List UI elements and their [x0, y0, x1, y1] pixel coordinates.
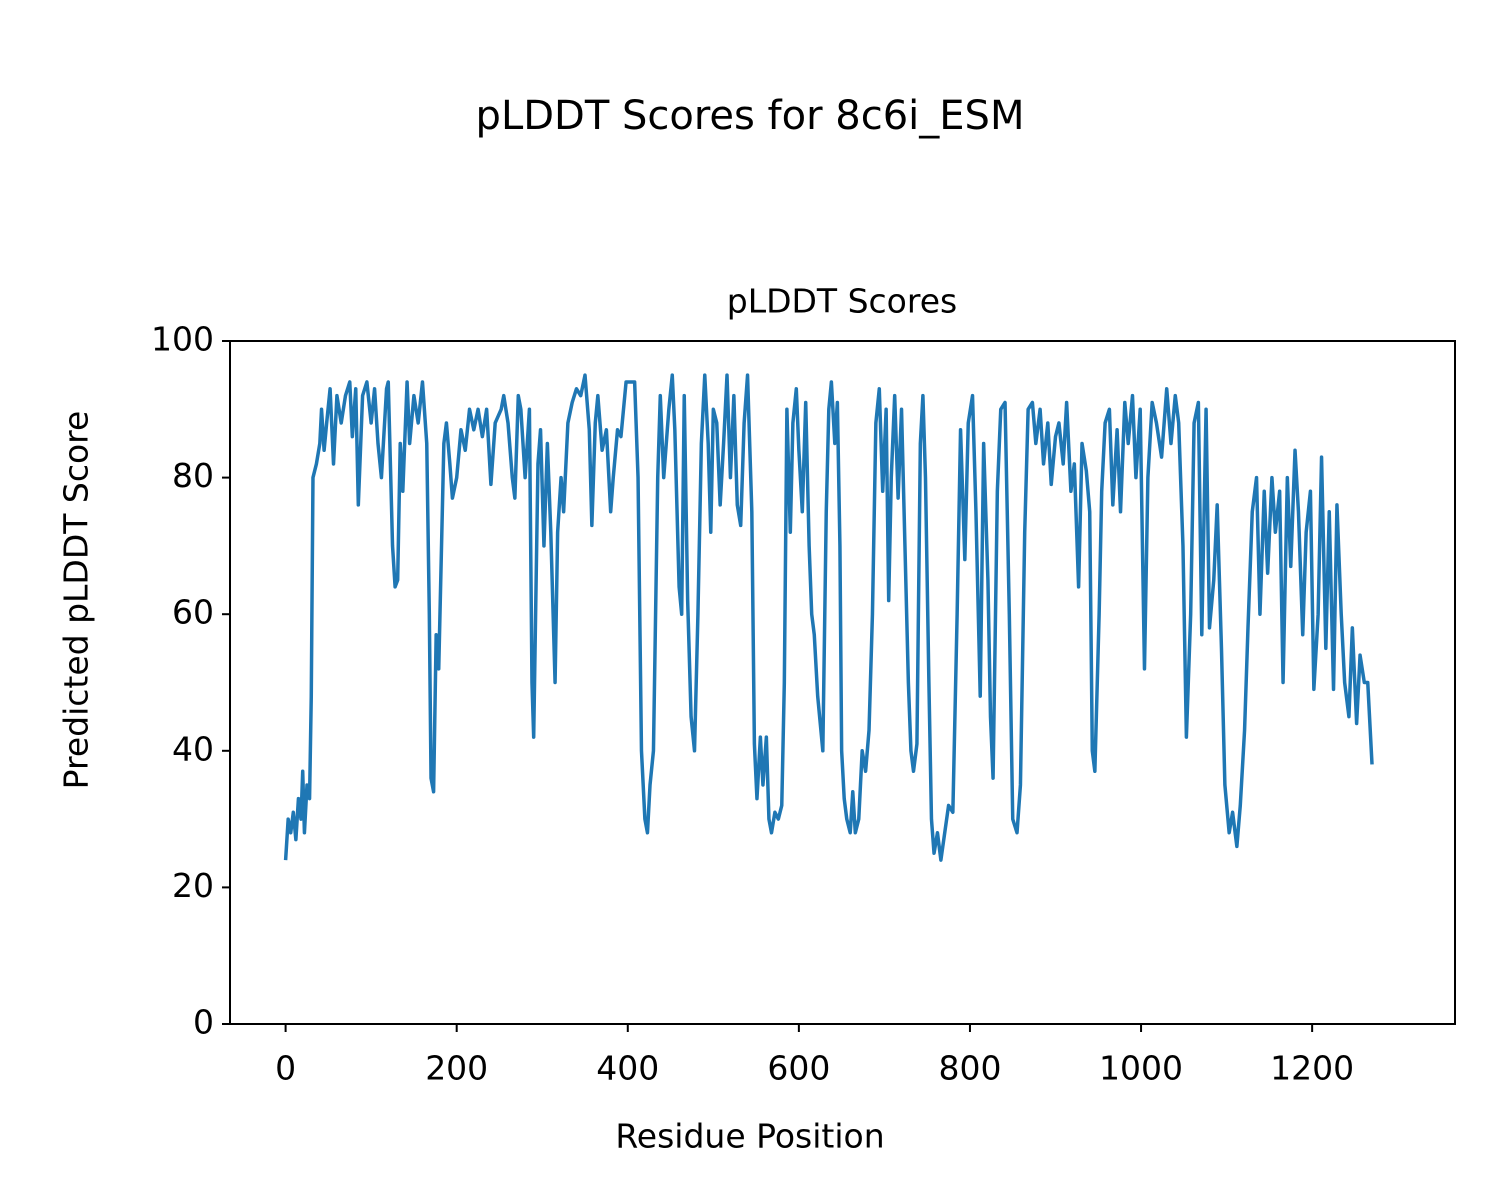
x-tick-label: 1200 [1270, 1049, 1354, 1088]
y-tick-label: 80 [172, 456, 214, 495]
y-tick-label: 100 [151, 320, 214, 359]
x-tick-label: 1000 [1099, 1049, 1183, 1088]
suptitle: pLDDT Scores for 8c6i_ESM [476, 93, 1025, 139]
y-tick-label: 40 [172, 729, 214, 768]
x-tick-label: 200 [425, 1049, 488, 1088]
x-tick-label: 800 [938, 1049, 1001, 1088]
chart-title: pLDDT Scores [727, 282, 957, 321]
axes-frame [229, 340, 1456, 1025]
data-line [283, 373, 1374, 862]
y-axis-label: Predicted pLDDT Score [57, 411, 96, 790]
y-tick-label: 0 [193, 1003, 214, 1042]
x-axis-label: Residue Position [615, 1117, 884, 1156]
y-tick-label: 20 [172, 866, 214, 905]
x-tick-label: 600 [767, 1049, 830, 1088]
x-tick-label: 400 [596, 1049, 659, 1088]
x-tick-label: 0 [275, 1049, 296, 1088]
y-tick-label: 60 [172, 593, 214, 632]
